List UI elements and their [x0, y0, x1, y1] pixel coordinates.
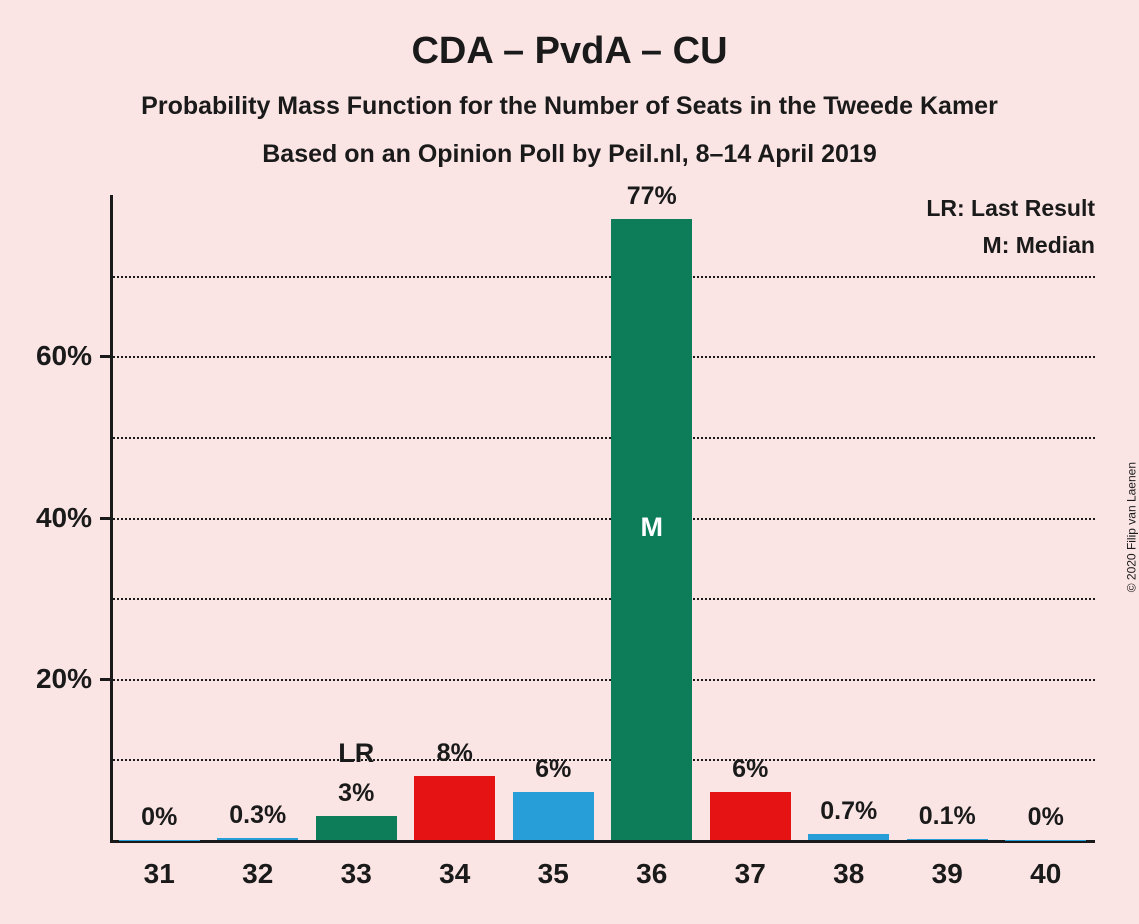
bar	[513, 792, 594, 840]
y-tick-mark	[100, 678, 110, 681]
gridline	[110, 276, 1095, 278]
bar	[217, 838, 298, 840]
bar-value-label: 6%	[732, 755, 768, 784]
gridline	[110, 437, 1095, 439]
bar	[710, 792, 791, 840]
bar-value-label: 0.7%	[820, 797, 877, 826]
y-axis	[110, 195, 113, 840]
x-tick-label: 36	[636, 858, 667, 890]
legend-line: M: Median	[983, 232, 1095, 259]
x-tick-label: 40	[1030, 858, 1061, 890]
bar	[907, 839, 988, 840]
y-tick-mark	[100, 517, 110, 520]
chart-subtitle-2: Based on an Opinion Poll by Peil.nl, 8–1…	[0, 140, 1139, 169]
bar	[808, 834, 889, 840]
bar-value-label: 77%	[627, 182, 677, 211]
bar	[414, 776, 495, 841]
x-tick-label: 39	[932, 858, 963, 890]
bar	[316, 816, 397, 840]
x-tick-label: 34	[439, 858, 470, 890]
x-tick-label: 33	[341, 858, 372, 890]
x-axis	[110, 840, 1095, 843]
gridline	[110, 518, 1095, 520]
x-tick-label: 32	[242, 858, 273, 890]
x-tick-label: 38	[833, 858, 864, 890]
x-tick-label: 31	[144, 858, 175, 890]
y-tick-label: 40%	[36, 502, 92, 534]
x-tick-label: 37	[735, 858, 766, 890]
bar-value-label: 0.1%	[919, 802, 976, 831]
bar-value-label: 8%	[437, 739, 473, 768]
bar-value-label: 0%	[141, 803, 177, 832]
plot-area: 20%40%60%0%310.3%323%LR338%346%3577%M366…	[110, 195, 1095, 840]
gridline	[110, 679, 1095, 681]
chart-title: CDA – PvdA – CU	[0, 30, 1139, 73]
gridline	[110, 598, 1095, 600]
bar-value-label: 0.3%	[229, 801, 286, 830]
chart-subtitle-1: Probability Mass Function for the Number…	[0, 92, 1139, 121]
y-tick-mark	[100, 355, 110, 358]
bar-marker: M	[641, 512, 664, 543]
legend-line: LR: Last Result	[926, 195, 1095, 222]
bar-value-label: 3%	[338, 779, 374, 808]
bar-value-label: 6%	[535, 755, 571, 784]
copyright-text: © 2020 Filip van Laenen	[1124, 462, 1138, 592]
x-tick-label: 35	[538, 858, 569, 890]
bar-marker: LR	[338, 738, 374, 769]
gridline	[110, 356, 1095, 358]
bar-value-label: 0%	[1028, 803, 1064, 832]
gridline	[110, 759, 1095, 761]
y-tick-label: 60%	[36, 340, 92, 372]
y-tick-label: 20%	[36, 663, 92, 695]
chart-container: CDA – PvdA – CU Probability Mass Functio…	[0, 0, 1139, 924]
